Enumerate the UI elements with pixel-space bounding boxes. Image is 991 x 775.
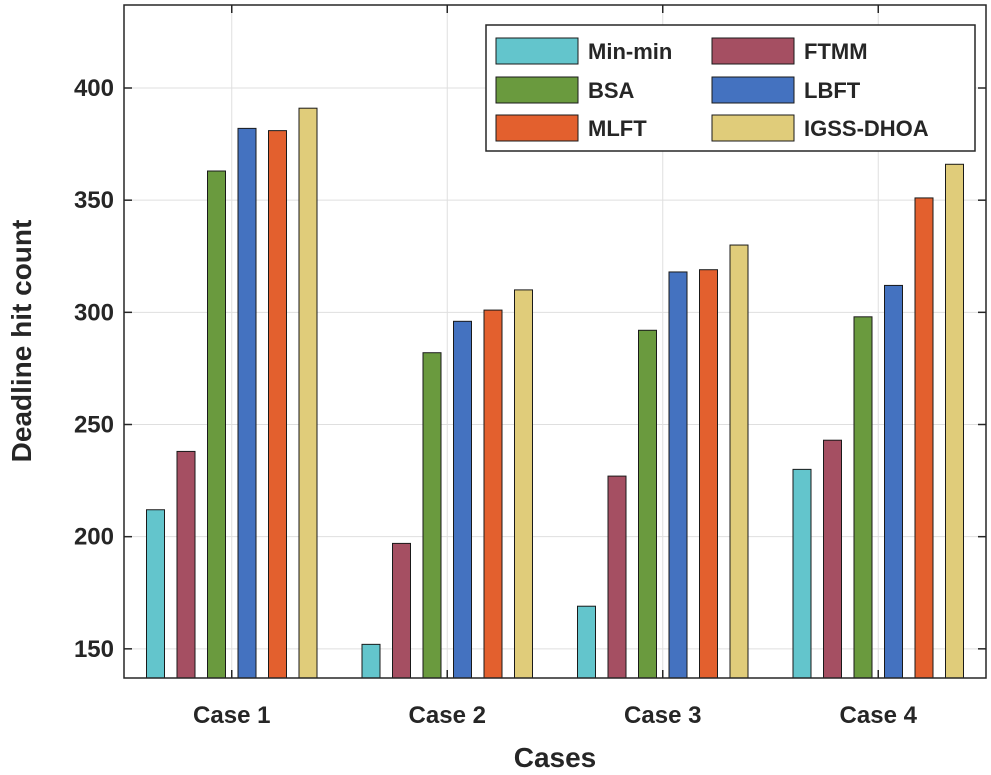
bar-bsa-case-2: [422, 352, 442, 679]
bar-ftmm-case-2: [392, 542, 411, 679]
y-axis-ticks: 150 200 250 300 350 400: [74, 75, 986, 663]
bar-igss-dhoa-case-1: [298, 107, 318, 679]
plot-frame: [123, 4, 987, 679]
bar-bsa-case-3: [638, 329, 657, 679]
bar-min-min-case-2: [361, 643, 381, 679]
bar-lbft-case-1: [237, 127, 257, 679]
y-axis-label: Deadline hit count: [6, 220, 37, 463]
legend-label: LBFT: [804, 78, 861, 103]
x-axis-label: Cases: [514, 742, 597, 773]
legend-swatch: [495, 76, 579, 104]
bar-min-min-case-1: [146, 509, 165, 679]
bar-min-min-case-4: [792, 468, 812, 679]
bar-mlft-case-1: [268, 130, 287, 679]
bar-lbft-case-2: [453, 320, 472, 679]
legend-label: IGSS-DHOA: [804, 116, 929, 141]
y-tick-label: 400: [74, 75, 114, 102]
x-tick-label: Case 4: [840, 702, 918, 729]
legend-label: MLFT: [588, 116, 647, 141]
bar-ftmm-case-1: [176, 450, 196, 679]
legend: Min-min FTMM BSA LBFT MLFT IGSS-DHOA: [485, 24, 976, 152]
y-tick-label: 350: [74, 187, 114, 214]
x-tick-label: Case 1: [193, 702, 270, 729]
legend-label: Min-min: [588, 39, 672, 64]
x-axis-ticks: Case 1 Case 2 Case 3 Case 4: [193, 5, 918, 729]
x-tick-label: Case 2: [409, 702, 486, 729]
legend-swatch: [711, 76, 795, 104]
bar-igss-dhoa-case-4: [945, 163, 964, 679]
x-tick-label: Case 3: [624, 702, 701, 729]
bar-ftmm-case-4: [823, 439, 842, 679]
bars: [146, 107, 964, 679]
legend-swatch: [495, 37, 579, 65]
legend-swatch: [711, 37, 795, 65]
legend-label: FTMM: [804, 39, 868, 64]
y-tick-label: 250: [74, 412, 114, 439]
bar-lbft-case-4: [884, 284, 903, 679]
y-tick-label: 300: [74, 299, 114, 326]
bar-lbft-case-3: [668, 271, 688, 679]
legend-swatch: [711, 114, 795, 142]
bar-mlft-case-2: [483, 309, 503, 679]
bar-mlft-case-3: [699, 269, 718, 679]
bar-igss-dhoa-case-3: [729, 244, 749, 679]
y-tick-label: 150: [74, 636, 114, 663]
bar-bsa-case-1: [207, 170, 226, 679]
bar-mlft-case-4: [914, 197, 934, 679]
bar-bsa-case-4: [853, 316, 873, 679]
bar-min-min-case-3: [577, 605, 596, 679]
bar-ftmm-case-3: [607, 475, 627, 679]
legend-swatch: [495, 114, 579, 142]
bar-igss-dhoa-case-2: [514, 289, 533, 679]
y-tick-label: 200: [74, 524, 114, 551]
legend-label: BSA: [588, 78, 635, 103]
